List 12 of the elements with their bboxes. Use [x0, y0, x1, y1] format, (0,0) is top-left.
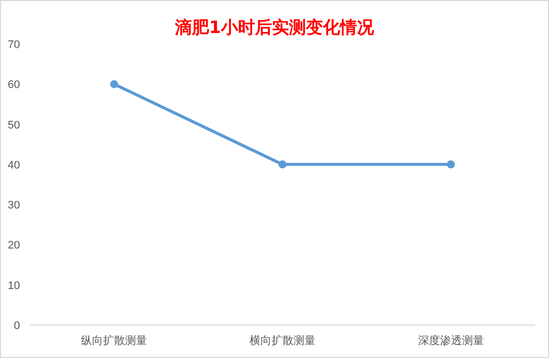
- y-tick-label: 50: [8, 119, 20, 132]
- y-tick-label: 70: [8, 39, 20, 51]
- y-tick-label: 20: [8, 240, 20, 252]
- y-tick-label: 60: [8, 79, 20, 92]
- x-tick-label: 横向扩散测量: [250, 334, 316, 347]
- x-tick-label: 深度渗透测量: [418, 334, 484, 347]
- chart-title: 滴肥1小时后实测变化情况: [174, 18, 375, 38]
- y-tick-label: 0: [14, 320, 20, 332]
- x-tick-label: 纵向扩散测量: [81, 334, 148, 347]
- y-tick-label: 10: [8, 280, 20, 292]
- y-tick-label: 40: [8, 159, 20, 172]
- y-tick-label: 30: [8, 200, 20, 212]
